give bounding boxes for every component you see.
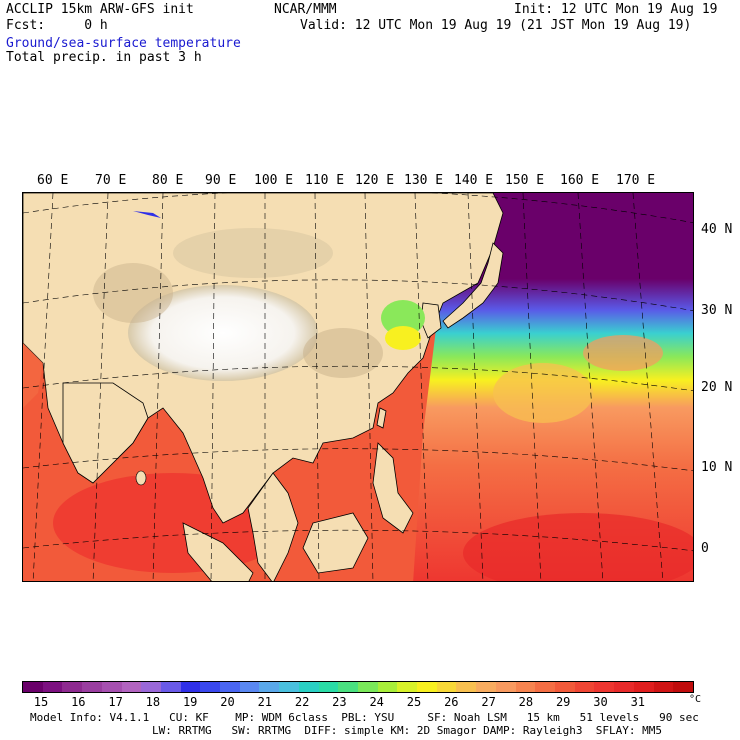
valid-time: Valid: 12 UTC Mon 19 Aug 19 (21 JST Mon …: [300, 18, 692, 33]
colorbar-swatch: [141, 682, 161, 692]
colorbar-tick: 29: [555, 695, 571, 709]
colorbar-swatch: [82, 682, 102, 692]
forecast-hour: Fcst: 0 h: [6, 18, 108, 33]
colorbar-swatch: [495, 682, 516, 692]
lon-label: 130 E: [404, 173, 444, 188]
colorbar-swatch: [239, 682, 260, 692]
colorbar-swatch: [200, 682, 221, 692]
colorbar-tick: 31: [630, 695, 646, 709]
colorbar-swatch: [121, 682, 142, 692]
model-info-line2: LW: RRTMG SW: RRTMG DIFF: simple KM: 2D …: [152, 724, 662, 737]
colorbar-swatch: [614, 682, 634, 692]
colorbar-swatch: [62, 682, 83, 692]
temperature-map: [23, 193, 693, 581]
colorbar-swatch: [535, 682, 555, 692]
colorbar-tick: 18: [145, 695, 161, 709]
lon-label: 80 E: [152, 173, 184, 188]
lon-label: 70 E: [95, 173, 127, 188]
lon-label: 160 E: [560, 173, 600, 188]
colorbar-swatch: [673, 682, 693, 692]
japan: [442, 242, 504, 329]
lat-label: 30 N: [701, 303, 733, 318]
colorbar-swatch: [436, 682, 457, 692]
init-time: Init: 12 UTC Mon 19 Aug 19: [514, 2, 718, 17]
colorbar-swatch: [338, 682, 358, 692]
graticule: [23, 193, 693, 581]
lon-label: 140 E: [454, 173, 494, 188]
lat-label: 0: [701, 541, 709, 556]
lat-label: 20 N: [701, 380, 733, 395]
colorbar-swatch: [594, 682, 615, 692]
colorbar-swatch: [515, 682, 536, 692]
colorbar-swatch: [298, 682, 319, 692]
colorbar-tick: 23: [332, 695, 347, 709]
colorbar-swatch: [357, 682, 378, 692]
colorbar-tick: 16: [71, 695, 86, 709]
colorbar-swatch: [456, 682, 477, 692]
colorbar-swatch: [42, 682, 63, 692]
colorbar-swatch: [476, 682, 496, 692]
colorbar: [22, 681, 694, 693]
colorbar-tick: 19: [182, 695, 198, 709]
colorbar-swatch: [574, 682, 595, 692]
lat-label: 10 N: [701, 460, 733, 475]
lon-label: 170 E: [616, 173, 656, 188]
colorbar-tick: 21: [257, 695, 273, 709]
lon-label: 90 E: [205, 173, 237, 188]
colorbar-tick: 15: [33, 695, 49, 709]
model-info-line1: Model Info: V4.1.1 CU: KF MP: WDM 6class…: [30, 711, 699, 724]
field-title-primary: Ground/sea-surface temperature: [6, 36, 241, 51]
colorbar-swatch: [653, 682, 674, 692]
tibetan-plateau: [128, 285, 318, 381]
field-title-secondary: Total precip. in past 3 h: [6, 50, 202, 65]
colorbar-unit: °C: [689, 694, 702, 705]
colorbar-tick: 30: [593, 695, 608, 709]
lon-label: 110 E: [305, 173, 345, 188]
lon-label: 120 E: [355, 173, 395, 188]
organization: NCAR/MMM: [274, 2, 337, 17]
colorbar-swatch: [318, 682, 339, 692]
colorbar-tick: 25: [406, 695, 422, 709]
colorbar-swatch: [23, 682, 43, 692]
map-panel: [22, 192, 694, 582]
colorbar-swatch: [160, 682, 181, 692]
colorbar-swatch: [220, 682, 240, 692]
lat-label: 40 N: [701, 222, 733, 237]
colorbar-tick: 28: [518, 695, 534, 709]
colorbar-swatch: [397, 682, 418, 692]
colorbar-swatch: [279, 682, 299, 692]
model-title: ACCLIP 15km ARW-GFS init: [6, 2, 194, 17]
colorbar-swatch: [377, 682, 398, 692]
lon-label: 150 E: [505, 173, 545, 188]
colorbar-swatch: [633, 682, 654, 692]
colorbar-swatch: [180, 682, 201, 692]
lon-label: 60 E: [37, 173, 69, 188]
colorbar-tick: 17: [108, 695, 123, 709]
colorbar-tick: 26: [444, 695, 459, 709]
colorbar-swatch: [101, 682, 122, 692]
colorbar-tick: 20: [220, 695, 235, 709]
colorbar-tick: 24: [369, 695, 384, 709]
colorbar-swatch: [554, 682, 575, 692]
colorbar-swatch: [417, 682, 437, 692]
lon-label: 100 E: [254, 173, 294, 188]
colorbar-tick: 22: [294, 695, 310, 709]
colorbar-tick: 27: [481, 695, 496, 709]
colorbar-swatch: [259, 682, 280, 692]
